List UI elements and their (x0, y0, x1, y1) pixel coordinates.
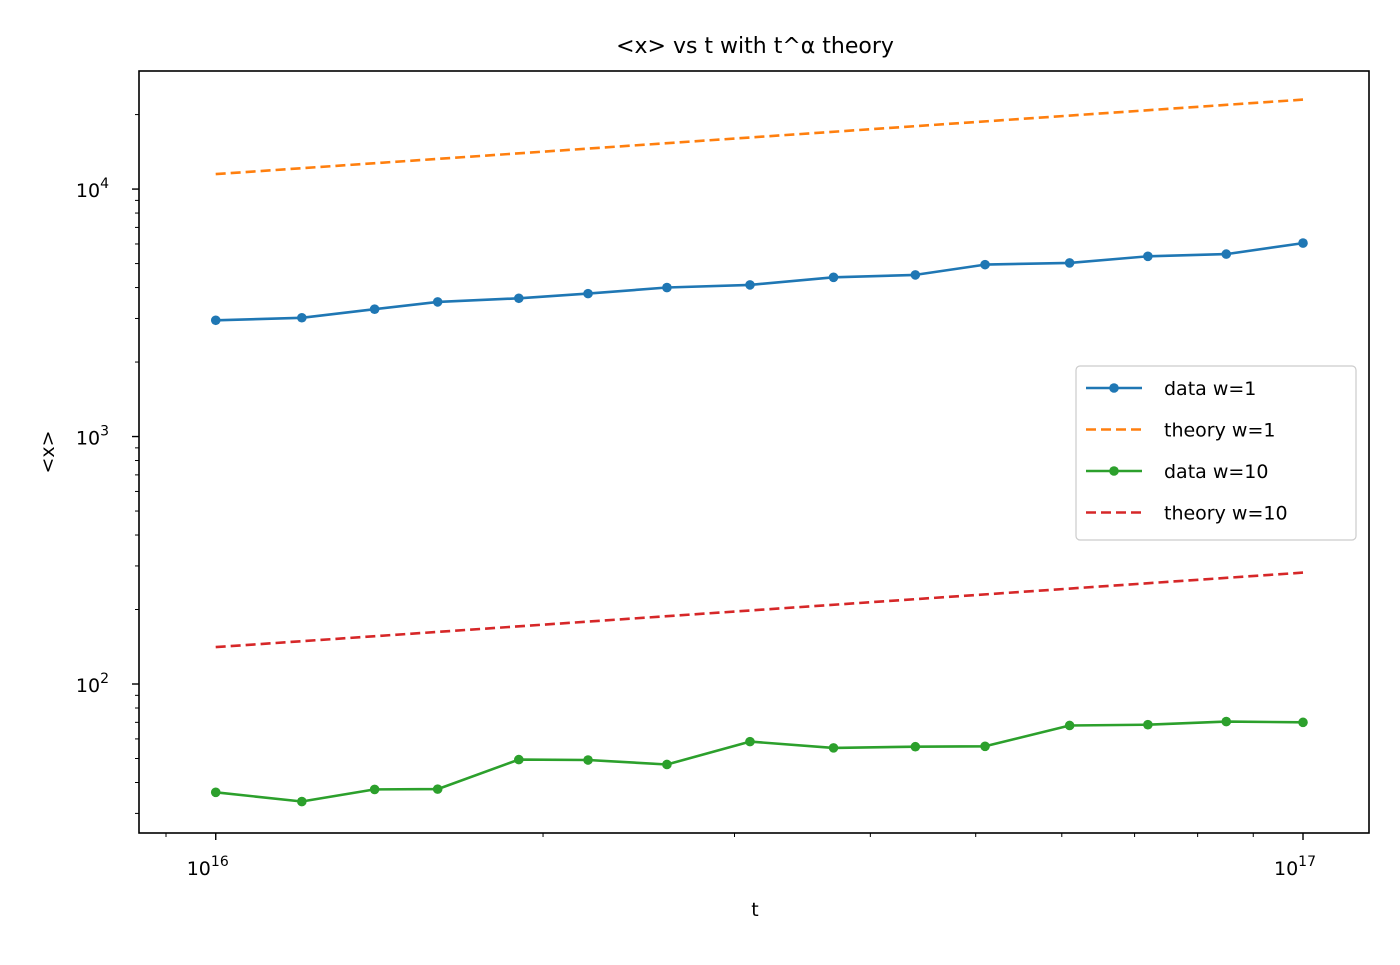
legend-marker-data-w-1 (1109, 383, 1119, 393)
plot-frame (138, 70, 1370, 834)
data-point-data-w-1 (297, 312, 307, 323)
y-tick-label-base: 10 (76, 428, 100, 450)
data-point-data-w-10 (980, 741, 990, 752)
legend-label: theory w=1 (1164, 420, 1275, 442)
data-point-data-w-10 (745, 736, 755, 747)
y-axis-label: <x> (37, 430, 59, 473)
data-point-data-w-1 (828, 272, 839, 283)
data-point-data-w-1 (514, 293, 524, 304)
y-tick-label-exponent: 2 (100, 671, 109, 687)
data-point-data-w-10 (910, 741, 921, 752)
y-tick-label: 102 (76, 671, 109, 697)
data-point-data-w-10 (1064, 720, 1075, 731)
data-point-data-w-10 (1221, 716, 1232, 727)
legend-box (1075, 365, 1357, 541)
x-tick-label-base: 10 (1274, 858, 1298, 880)
legend-label: theory w=10 (1164, 503, 1288, 525)
y-tick-label-exponent: 3 (100, 424, 109, 440)
x-tick-label-exponent: 16 (211, 854, 229, 870)
data-point-data-w-1 (210, 315, 221, 326)
data-point-data-w-10 (210, 787, 221, 798)
x-tick-label: 1016 (187, 854, 229, 880)
data-point-data-w-10 (369, 784, 380, 795)
data-point-data-w-1 (745, 280, 755, 290)
data-point-data-w-1 (910, 270, 921, 280)
data-point-data-w-10 (583, 755, 593, 765)
y-tick-label: 104 (76, 176, 109, 202)
data-point-data-w-10 (1143, 719, 1153, 730)
y-tick-label-base: 10 (76, 180, 100, 202)
data-point-data-w-1 (432, 297, 443, 307)
data-point-data-w-10 (828, 743, 839, 753)
data-point-data-w-1 (583, 288, 593, 299)
legend-label: data w=10 (1164, 461, 1268, 483)
data-point-data-w-1 (1143, 251, 1153, 262)
data-point-data-w-10 (1298, 717, 1308, 728)
data-point-data-w-1 (1221, 249, 1232, 259)
data-point-data-w-10 (662, 759, 672, 770)
x-tick-label-exponent: 17 (1298, 854, 1316, 870)
data-point-data-w-1 (980, 259, 990, 270)
data-point-data-w-1 (1064, 258, 1075, 268)
data-point-data-w-1 (369, 304, 380, 315)
legend-label: data w=1 (1164, 378, 1256, 400)
data-point-data-w-1 (662, 282, 672, 293)
data-point-data-w-1 (1298, 238, 1308, 248)
x-axis-label: t (751, 899, 758, 921)
y-tick-label-exponent: 4 (100, 176, 109, 192)
data-point-data-w-10 (432, 784, 443, 794)
series-line-theory-w-10 (215, 571, 1304, 649)
data-point-data-w-10 (297, 796, 307, 807)
legend: data w=1 theory w=1 data w=10 theory w=10 (1075, 365, 1357, 541)
plot-series (210, 98, 1308, 807)
chart-title: <x> vs t with t^α theory (616, 34, 894, 59)
x-tick-label-base: 10 (187, 858, 211, 880)
data-point-data-w-10 (514, 754, 524, 765)
x-tick-label: 1017 (1274, 854, 1316, 880)
legend-marker-data-w-10 (1109, 466, 1119, 476)
y-tick-label-base: 10 (76, 675, 100, 697)
y-tick-label: 103 (76, 424, 109, 450)
series-line-theory-w-1 (215, 98, 1304, 176)
